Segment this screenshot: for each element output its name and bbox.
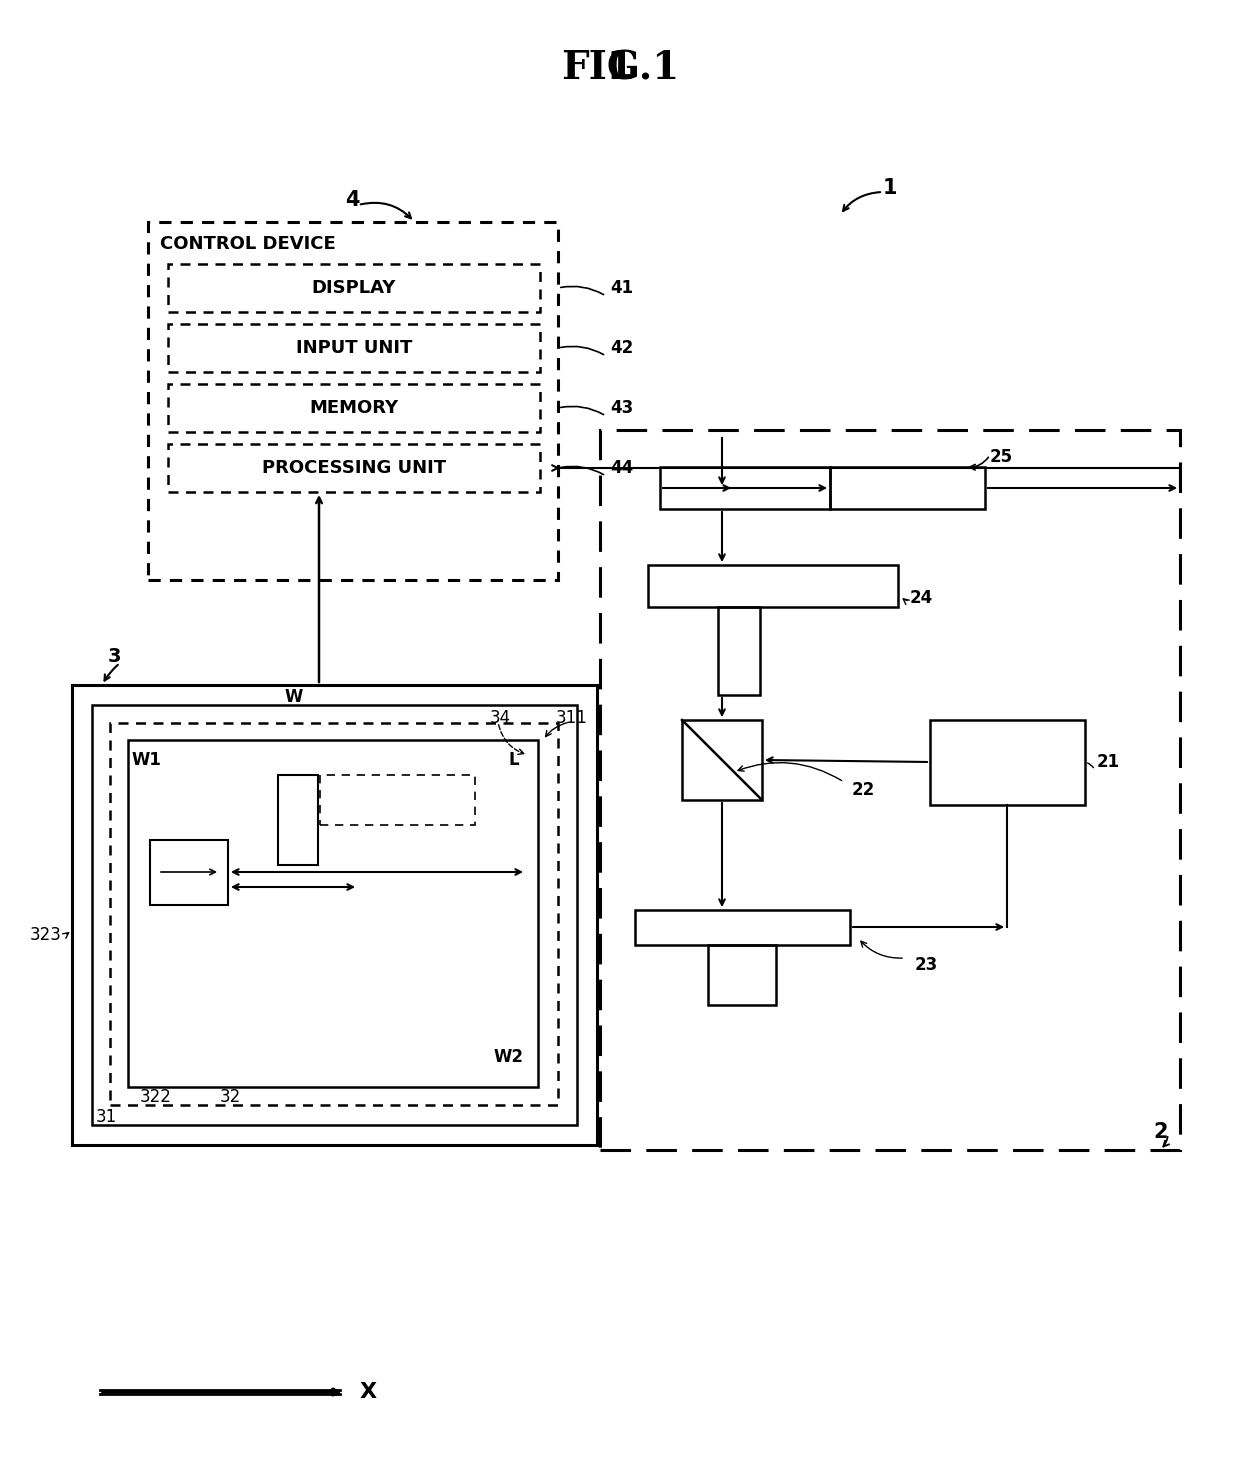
Text: 2: 2 — [1153, 1122, 1168, 1142]
Text: 311: 311 — [556, 709, 588, 728]
Bar — [600, 430, 1180, 1150]
Text: 1: 1 — [883, 178, 898, 197]
Text: 23: 23 — [915, 956, 939, 974]
Bar — [718, 607, 760, 695]
Text: 41: 41 — [610, 278, 634, 298]
Bar — [148, 222, 558, 580]
Text: INPUT UNIT: INPUT UNIT — [296, 339, 412, 356]
Text: 323: 323 — [30, 927, 62, 944]
Text: DISPLAY: DISPLAY — [311, 278, 397, 298]
Bar — [110, 723, 558, 1105]
Text: W: W — [285, 688, 304, 706]
Bar — [72, 685, 596, 1145]
Bar — [830, 467, 985, 510]
Bar — [128, 739, 538, 1087]
Bar — [278, 775, 317, 865]
Text: W1: W1 — [131, 751, 162, 769]
Bar — [682, 720, 763, 800]
Text: 32: 32 — [219, 1089, 242, 1106]
Text: 1: 1 — [606, 49, 634, 87]
Text: 44: 44 — [610, 460, 634, 477]
Text: 25: 25 — [990, 448, 1013, 465]
Bar — [320, 775, 475, 825]
Text: 4: 4 — [345, 190, 360, 211]
Text: 31: 31 — [95, 1108, 118, 1125]
Text: 24: 24 — [910, 589, 934, 607]
Text: PROCESSING UNIT: PROCESSING UNIT — [262, 460, 446, 477]
Text: 21: 21 — [1097, 753, 1120, 770]
Text: W2: W2 — [494, 1047, 523, 1066]
Text: MEMORY: MEMORY — [310, 399, 398, 417]
Bar — [150, 840, 228, 904]
Bar — [167, 384, 539, 432]
Bar — [167, 264, 539, 312]
Text: 43: 43 — [610, 399, 634, 417]
Bar — [649, 566, 898, 607]
Text: 42: 42 — [610, 339, 634, 356]
Text: 322: 322 — [140, 1089, 172, 1106]
Bar — [167, 443, 539, 492]
Text: 22: 22 — [852, 781, 875, 798]
Text: X: X — [360, 1382, 377, 1402]
Bar — [930, 720, 1085, 806]
Text: 3: 3 — [108, 648, 122, 666]
Bar — [92, 706, 577, 1125]
Bar — [708, 946, 776, 1005]
Bar — [167, 324, 539, 373]
Text: CONTROL DEVICE: CONTROL DEVICE — [160, 236, 336, 253]
Text: L: L — [508, 751, 518, 769]
Text: FIG.1: FIG.1 — [560, 49, 680, 87]
Bar — [635, 910, 849, 946]
Text: 34: 34 — [490, 709, 511, 728]
Bar — [660, 467, 830, 510]
